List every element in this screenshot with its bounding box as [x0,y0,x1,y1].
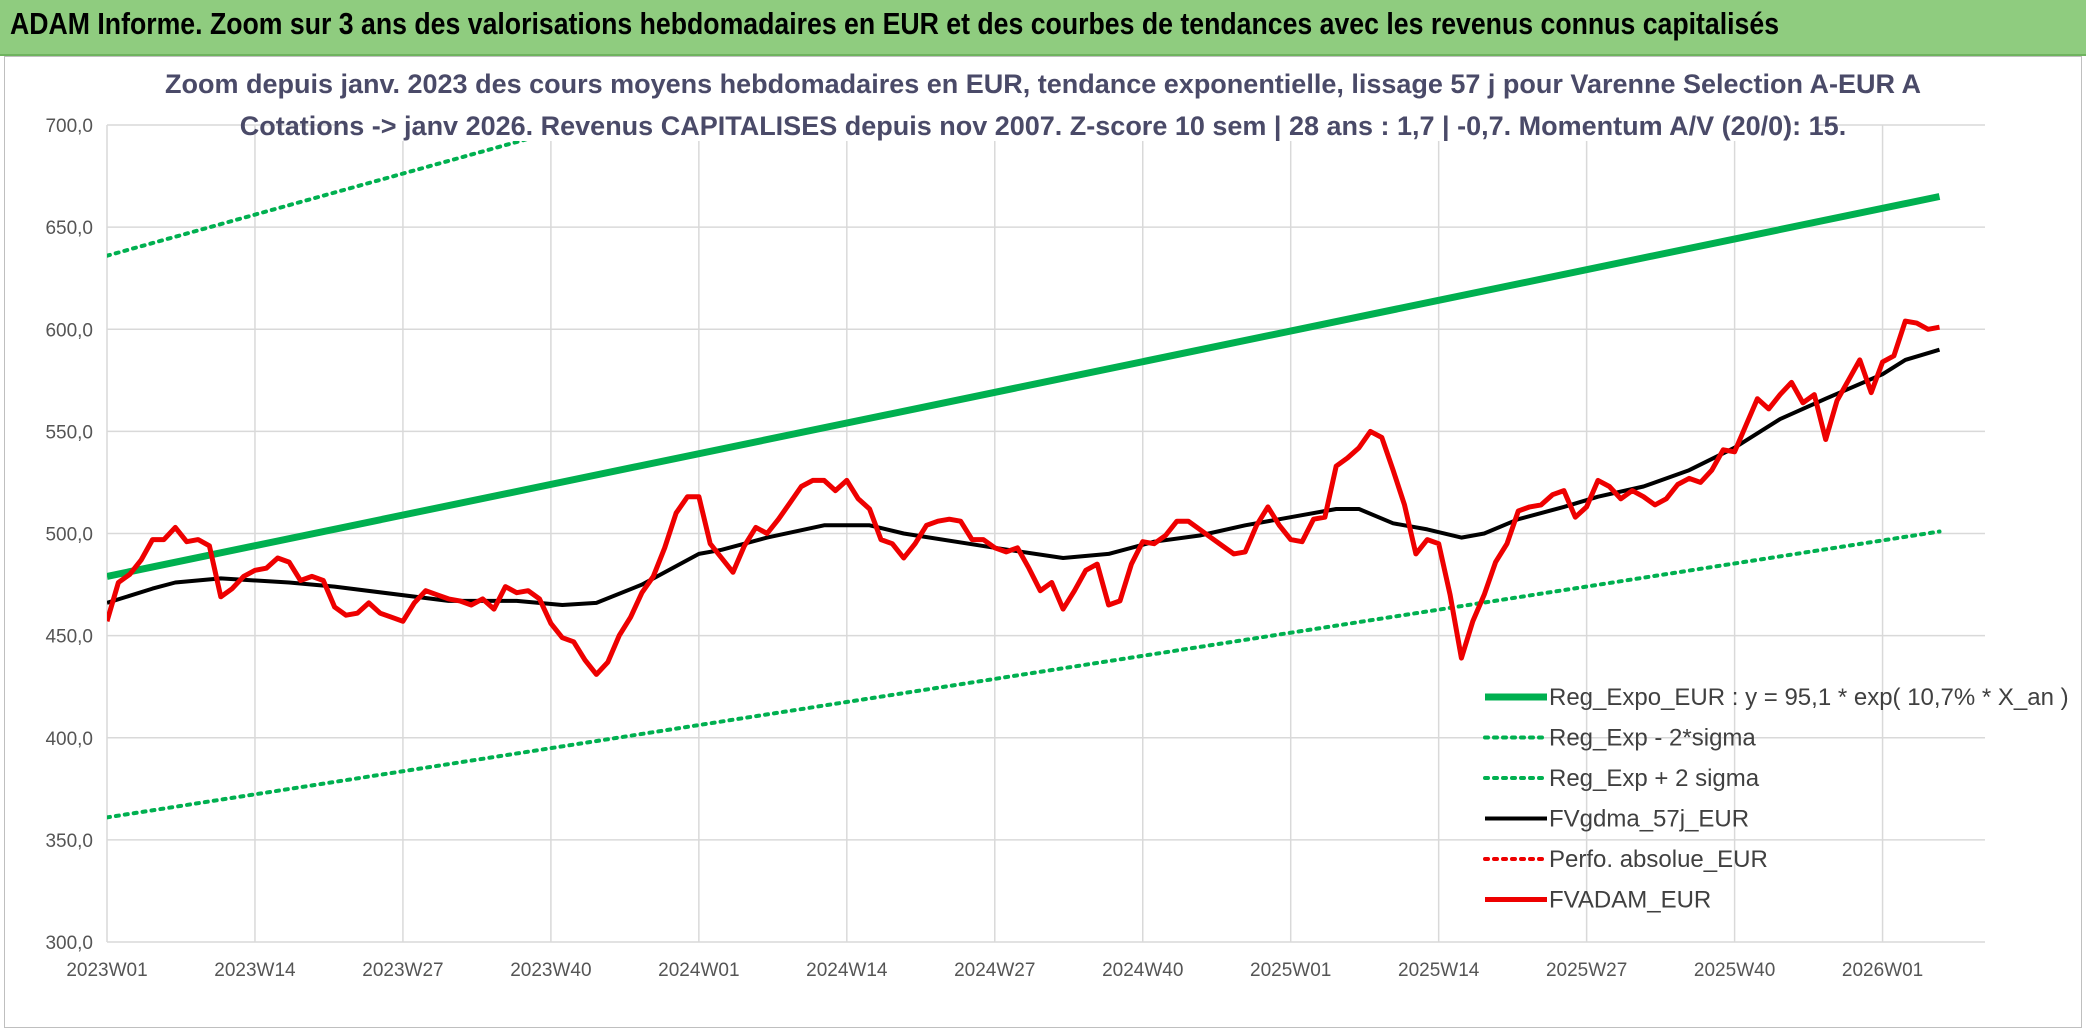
series-line-0 [107,193,1941,580]
y-tick-label: 450,0 [45,627,93,648]
legend-label: Reg_Exp - 2*sigma [1549,725,1756,752]
legend-label: Reg_Expo_EUR : y = 95,1 * exp( 10,7% * X… [1549,684,2069,711]
y-tick-label: 650,0 [45,218,93,239]
x-tick-label: 2023W01 [66,960,147,981]
x-tick-label: 2024W40 [1102,960,1183,981]
series-line-2 [107,123,593,258]
x-tick-label: 2023W14 [214,960,296,981]
x-tick-label: 2023W27 [362,960,443,981]
chart-area: 300,0 350,0 400,0 450,0 500,0 550,0 600,0 650,0… [4,56,2082,1028]
y-axis: 300,0 350,0 400,0 450,0 500,0 550,0 600,0 650,0… [45,116,93,954]
legend: Reg_Expo_EUR : y = 95,1 * exp( 10,7% * X… [1483,684,2069,914]
y-tick-label: 500,0 [45,525,93,546]
chart-title: Zoom depuis janv. 2023 des cours moyens … [165,59,1921,141]
line-chart: 300,0 350,0 400,0 450,0 500,0 550,0 600,0 650,0… [45,59,2069,981]
x-tick-label: 2025W40 [1694,960,1775,981]
legend-label: FVADAM_EUR [1549,887,1711,914]
legend-label: FVgdma_57j_EUR [1549,806,1749,833]
x-tick-label: 2024W27 [954,960,1035,981]
legend-label: Reg_Exp + 2 sigma [1549,765,1760,792]
x-tick-label: 2024W14 [806,960,888,981]
y-tick-label: 550,0 [45,422,93,443]
y-tick-label: 600,0 [45,320,93,341]
y-tick-label: 400,0 [45,729,93,750]
legend-label: Perfo. absolue_EUR [1549,846,1768,873]
x-axis: 2023W01 2023W14 2023W27 2023W40 2024W01 2024W… [66,960,1923,981]
y-tick-label: 350,0 [45,831,93,852]
series-line-5 [107,318,1940,677]
x-tick-label: 2024W01 [658,960,739,981]
x-tick-label: 2025W27 [1546,960,1627,981]
x-tick-label: 2025W01 [1250,960,1331,981]
series-lines [107,123,1942,820]
gridlines [106,124,1985,943]
series-line-1 [107,529,1942,820]
chart-title-line-2: Cotations -> janv 2026. Revenus CAPITALI… [240,111,1846,141]
x-tick-label: 2026W01 [1842,960,1923,981]
y-tick-label: 300,0 [45,933,93,954]
x-tick-label: 2023W40 [510,960,591,981]
banner-title: ADAM Informe. Zoom sur 3 ans des valoris… [10,6,1780,41]
title-banner: ADAM Informe. Zoom sur 3 ans des valoris… [0,0,2086,56]
chart-title-line-1: Zoom depuis janv. 2023 des cours moyens … [165,69,1921,99]
x-tick-label: 2025W14 [1398,960,1480,981]
y-tick-label: 700,0 [45,116,93,137]
